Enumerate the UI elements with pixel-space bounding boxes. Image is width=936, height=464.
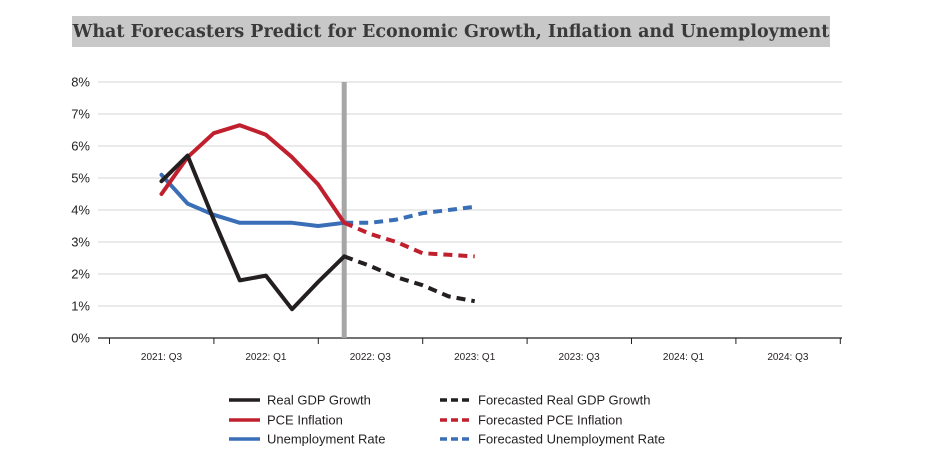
y-tick-label: 8%	[71, 75, 90, 90]
series-line-unemployment-rate	[159, 172, 347, 228]
y-tick-label: 6%	[71, 139, 90, 154]
x-axis: 2021: Q3 2022: Q1 2022: Q3 2023: Q1 2023: Q3…	[98, 337, 842, 363]
x-tick-label: 2024: Q3	[767, 352, 809, 363]
legend-entry: Real GDP Growth	[267, 393, 371, 408]
legend-entry: PCE Inflation	[267, 413, 343, 428]
y-tick-label: 2%	[71, 267, 90, 282]
legend-entry: Forecasted Real GDP Growth	[478, 393, 650, 408]
y-tick-label: 5%	[71, 171, 90, 186]
chart-title: What Forecasters Predict for Economic Gr…	[72, 21, 830, 42]
series-line-pce-inflation	[159, 123, 347, 225]
y-axis: 0% 1% 2% 3% 4% 5% 6% 7% 8%	[71, 75, 90, 346]
legend-entry: Forecasted Unemployment Rate	[478, 432, 665, 447]
y-tick-label: 0%	[71, 331, 90, 346]
chart-title-box: What Forecasters Predict for Economic Gr…	[72, 16, 830, 47]
series-line-forecasted-pce-inflation	[343, 220, 475, 259]
x-tick-label: 2021: Q3	[141, 352, 183, 363]
series-line-forecasted-unemployment-rate	[344, 204, 475, 225]
x-tick-label: 2022: Q1	[245, 352, 287, 363]
x-tick-label: 2024: Q1	[663, 352, 705, 363]
y-tick-label: 1%	[71, 299, 90, 314]
legend-entry: Forecasted PCE Inflation	[478, 413, 623, 428]
legend: Real GDP Growth PCE Inflation Unemployment…	[229, 393, 665, 447]
series-line-forecasted-real-gdp-growth	[343, 254, 476, 304]
y-tick-label: 7%	[71, 107, 90, 122]
y-tick-label: 4%	[71, 203, 90, 218]
x-tick-label: 2023: Q1	[454, 352, 496, 363]
plot-area	[159, 123, 476, 312]
y-tick-label: 3%	[71, 235, 90, 250]
series-line-real-gdp-growth	[159, 153, 347, 312]
x-tick-label: 2023: Q3	[559, 352, 601, 363]
legend-entry: Unemployment Rate	[267, 432, 386, 447]
gridlines	[98, 81, 842, 307]
x-tick-label: 2022: Q3	[350, 352, 392, 363]
